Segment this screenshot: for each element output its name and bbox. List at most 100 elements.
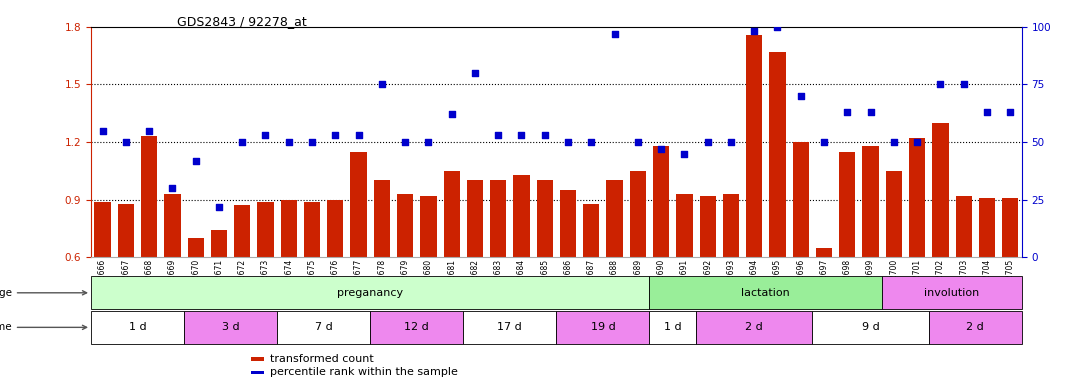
Bar (118, 204, 134, 257)
Bar (607, 180, 623, 257)
Point (257, 132, 274, 138)
Point (419, 139, 437, 145)
Point (326, 132, 343, 138)
Point (1002, 109, 1019, 115)
Text: GDS2843 / 92278_at: GDS2843 / 92278_at (177, 15, 306, 28)
Point (443, 111, 460, 118)
Text: transformed count: transformed count (270, 354, 373, 364)
Point (350, 132, 367, 138)
Bar (94, 202, 110, 257)
Point (839, 109, 856, 115)
Point (397, 139, 414, 145)
Bar (1003, 198, 1019, 257)
Point (164, 185, 181, 191)
Point (583, 139, 600, 145)
Bar (932, 123, 948, 257)
Bar (537, 180, 553, 257)
Text: involution: involution (924, 288, 980, 298)
Point (467, 70, 484, 76)
Bar (560, 190, 576, 257)
Text: 17 d: 17 d (498, 322, 522, 333)
Bar (700, 196, 716, 257)
Point (885, 139, 902, 145)
Point (978, 109, 995, 115)
Bar (746, 35, 762, 257)
Bar (421, 196, 437, 257)
Bar (514, 175, 530, 257)
Point (94, 127, 111, 134)
Point (676, 151, 693, 157)
Point (653, 146, 670, 152)
Bar (141, 136, 157, 257)
Point (862, 109, 880, 115)
Point (932, 81, 949, 88)
Bar (234, 205, 250, 257)
Bar (211, 230, 227, 257)
Text: preganancy: preganancy (337, 288, 403, 298)
Point (699, 139, 716, 145)
Text: 2 d: 2 d (966, 322, 984, 333)
Point (513, 132, 530, 138)
Bar (304, 202, 320, 257)
Text: 3 d: 3 d (221, 322, 240, 333)
Text: time: time (0, 322, 87, 333)
Bar (91, 311, 184, 344)
Point (792, 93, 809, 99)
Bar (373, 180, 389, 257)
Point (629, 139, 646, 145)
Text: 2 d: 2 d (746, 322, 763, 333)
Bar (839, 152, 855, 257)
Point (746, 28, 763, 35)
Point (280, 139, 297, 145)
Bar (258, 202, 274, 257)
Bar (793, 142, 809, 257)
Bar (91, 276, 649, 309)
Bar (816, 248, 832, 257)
Bar (676, 194, 692, 257)
Text: 9 d: 9 d (861, 322, 880, 333)
Point (956, 81, 973, 88)
Bar (649, 311, 696, 344)
Bar (397, 194, 413, 257)
Bar (882, 276, 1022, 309)
Bar (910, 138, 926, 257)
Text: 12 d: 12 d (404, 322, 429, 333)
Bar (184, 311, 277, 344)
Point (373, 81, 391, 88)
Text: 1 d: 1 d (128, 322, 147, 333)
Text: lactation: lactation (742, 288, 791, 298)
Point (536, 132, 553, 138)
Point (118, 139, 135, 145)
Bar (280, 200, 296, 257)
Bar (165, 194, 181, 257)
Text: percentile rank within the sample: percentile rank within the sample (270, 367, 458, 377)
Bar (862, 146, 878, 257)
Bar (187, 238, 203, 257)
Bar (463, 311, 556, 344)
Bar (929, 311, 1022, 344)
Bar (886, 171, 902, 257)
Text: 19 d: 19 d (591, 322, 615, 333)
Bar (979, 198, 995, 257)
Point (815, 139, 832, 145)
Bar (351, 152, 367, 257)
Bar (649, 276, 882, 309)
Point (490, 132, 507, 138)
Bar (490, 180, 506, 257)
Point (233, 139, 250, 145)
Bar (327, 200, 343, 257)
Bar (812, 311, 929, 344)
Point (606, 31, 623, 37)
Point (560, 139, 577, 145)
Bar (370, 311, 463, 344)
Point (769, 24, 786, 30)
Bar (696, 311, 812, 344)
Point (211, 204, 228, 210)
Text: 1 d: 1 d (664, 322, 682, 333)
Text: development stage: development stage (0, 288, 87, 298)
Bar (444, 171, 460, 257)
Bar (630, 171, 646, 257)
Point (908, 139, 926, 145)
Bar (556, 311, 649, 344)
Text: 7 d: 7 d (315, 322, 333, 333)
